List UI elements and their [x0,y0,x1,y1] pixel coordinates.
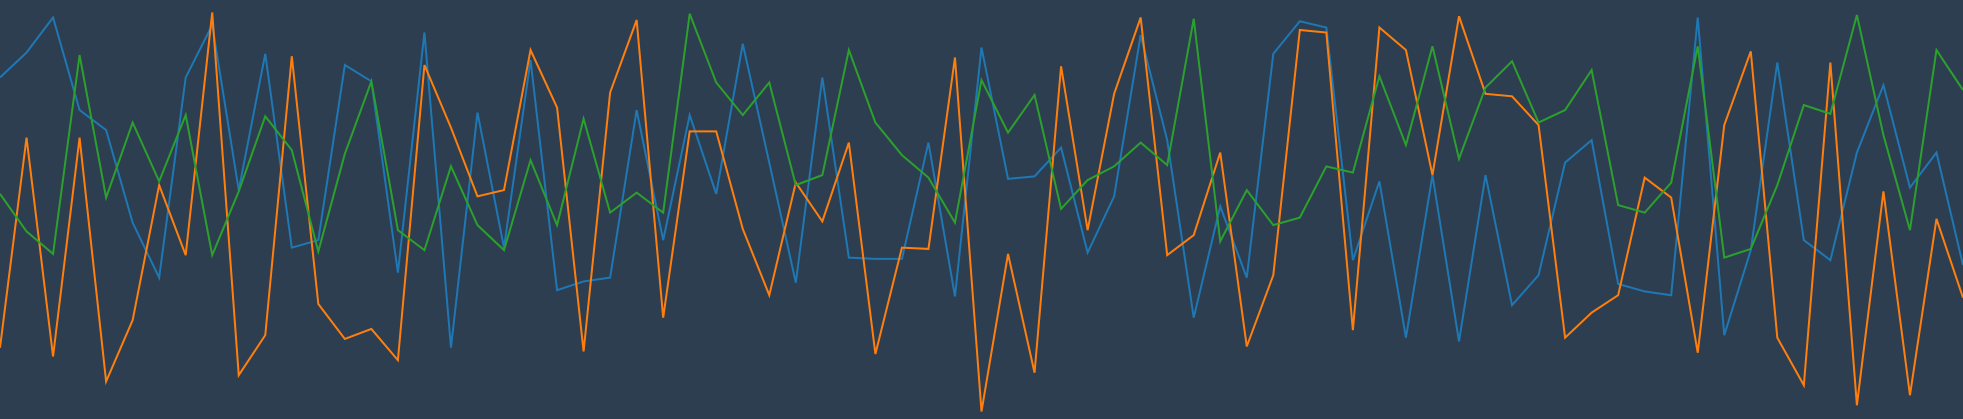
line-series [0,15,1963,348]
line-series [0,13,1963,259]
line-series [0,12,1963,412]
